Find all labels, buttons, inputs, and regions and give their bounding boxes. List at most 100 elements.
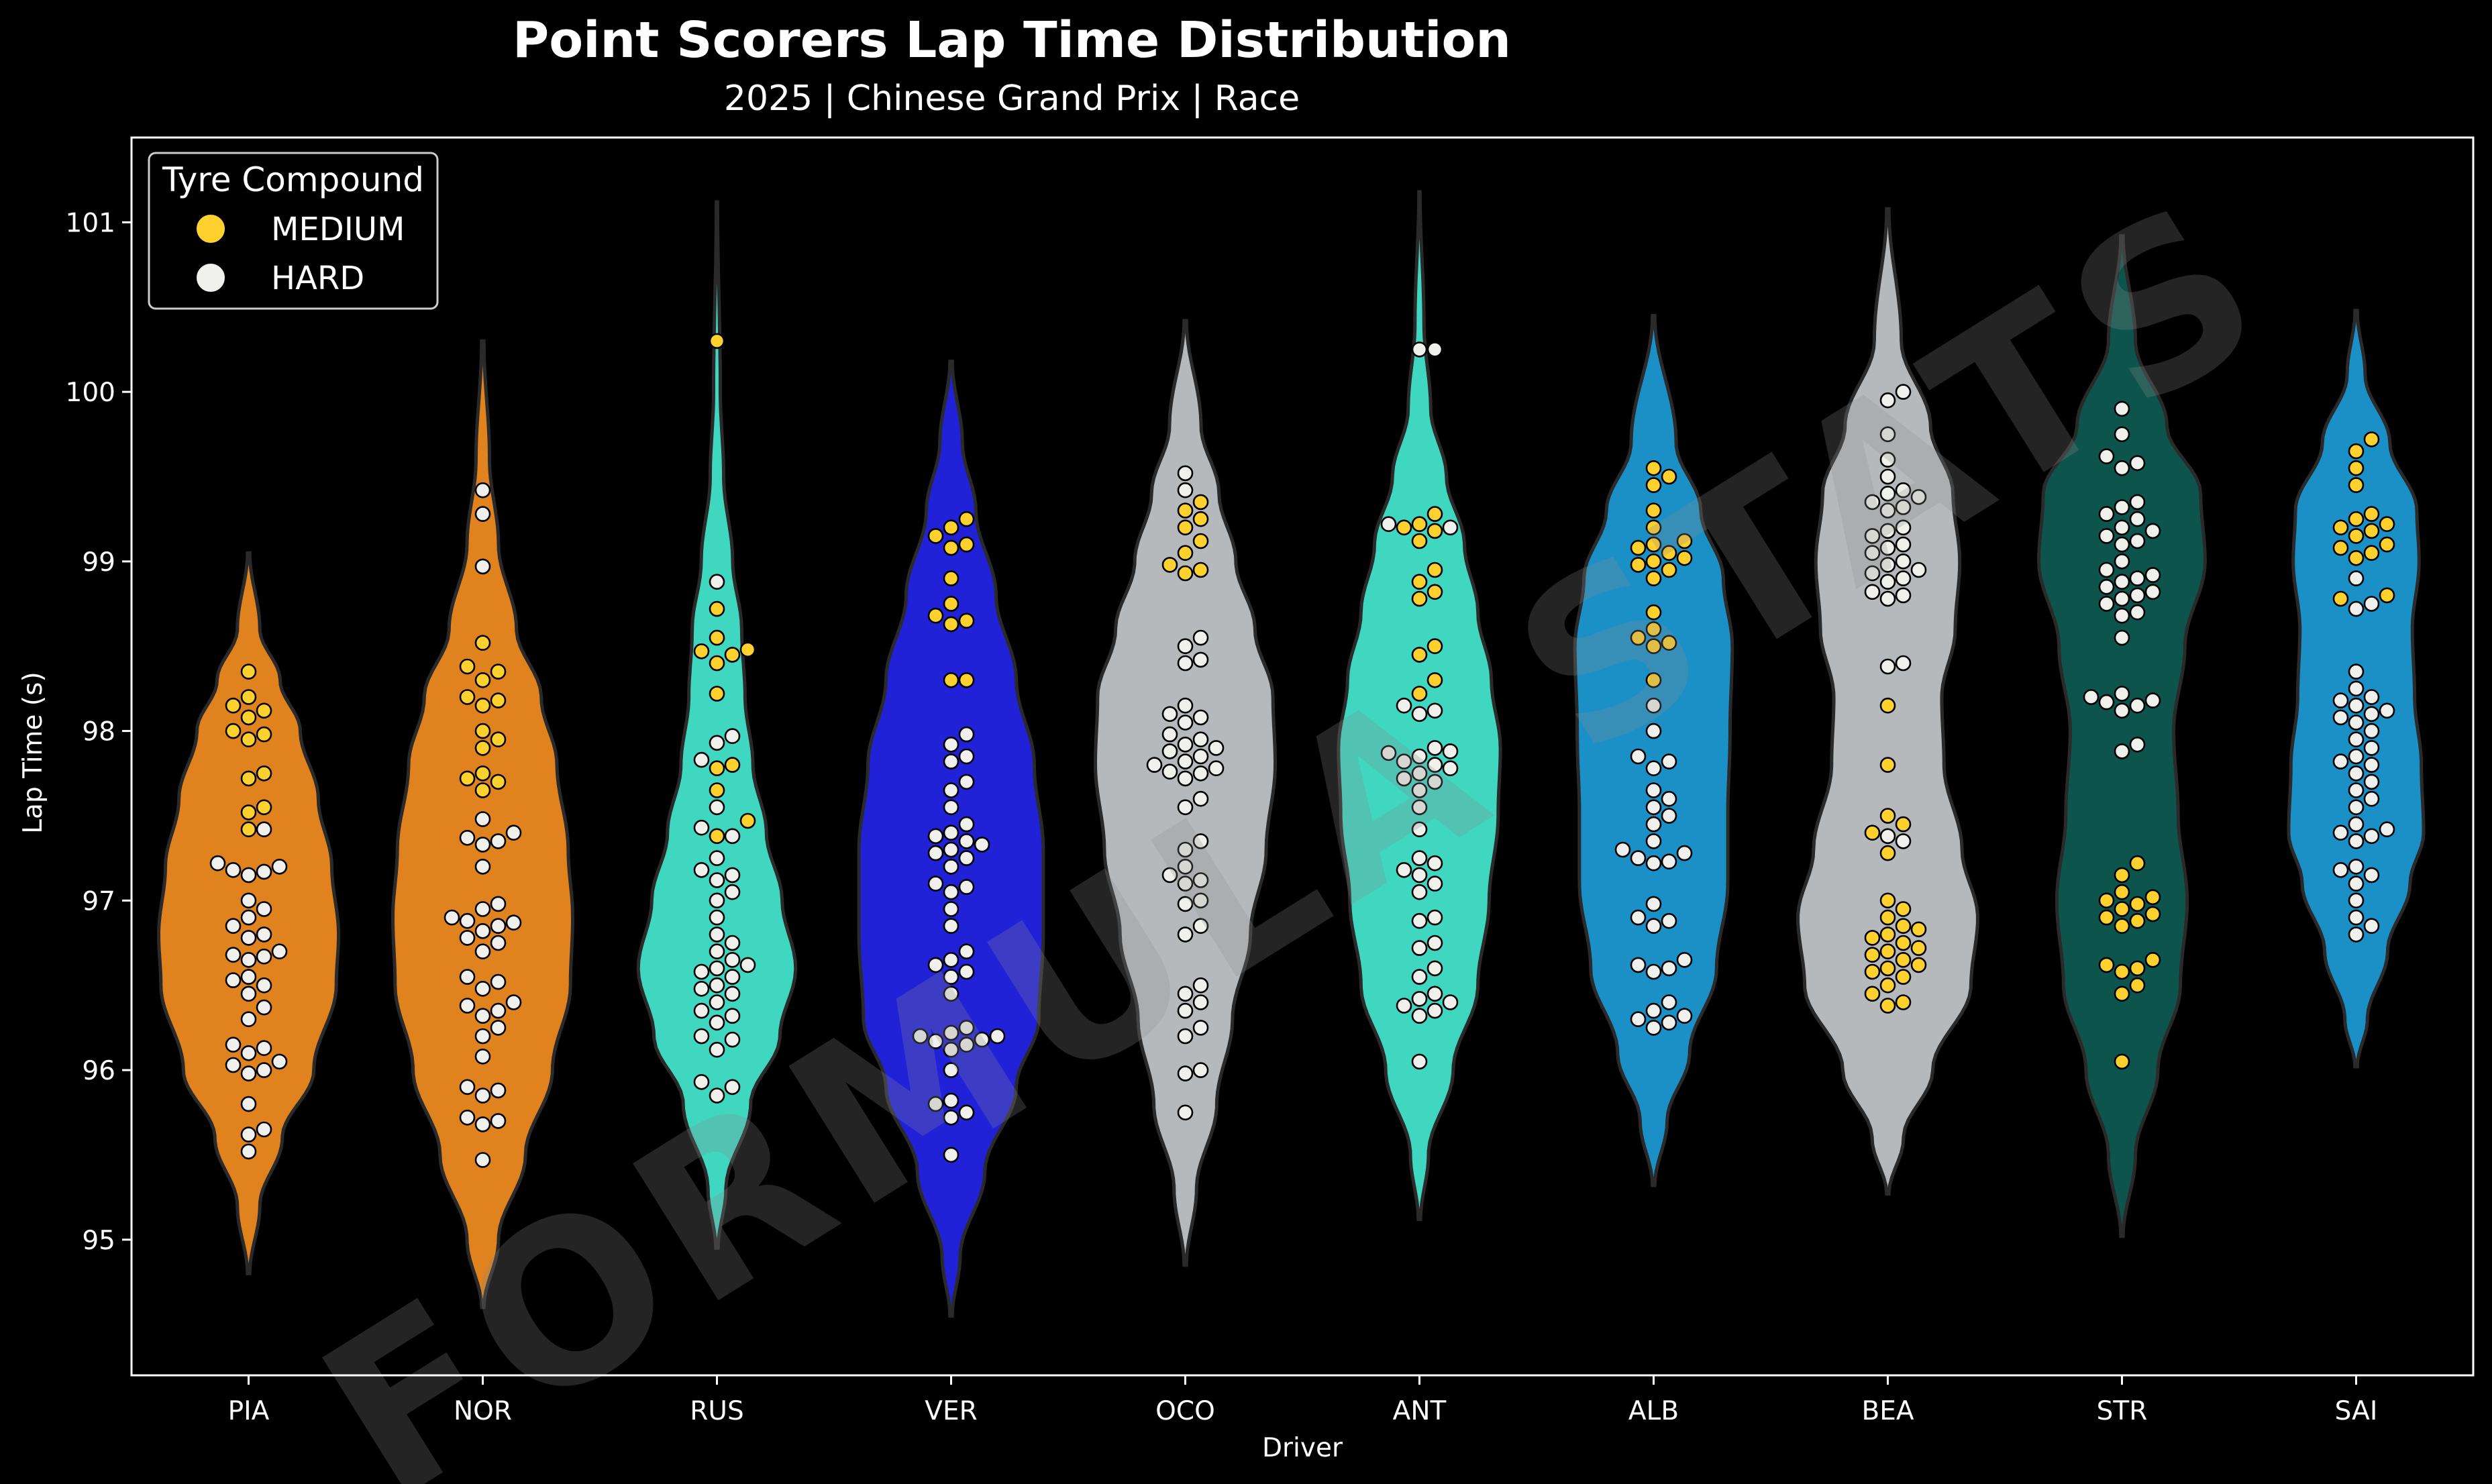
lap-point-hard: [1879, 557, 1896, 573]
legend-medium-label: MEDIUM: [271, 211, 405, 248]
lap-point-medium: [1645, 519, 1662, 536]
lap-point-hard: [1177, 896, 1194, 912]
lap-point-medium: [256, 702, 272, 719]
lap-point-hard: [240, 867, 257, 884]
lap-point-medium: [709, 655, 725, 672]
lap-point-hard: [943, 753, 959, 770]
lap-point-hard: [927, 876, 944, 892]
lap-point-medium: [2363, 506, 2380, 522]
lap-point-hard: [2332, 709, 2349, 726]
lap-point-medium: [709, 600, 725, 617]
lap-point-medium: [709, 686, 725, 702]
lap-point-medium: [1895, 935, 1912, 951]
lap-point-hard: [2114, 553, 2130, 570]
lap-point-hard: [2129, 587, 2146, 604]
lap-point-hard: [2348, 926, 2365, 943]
lap-point-hard: [2348, 909, 2365, 926]
lap-point-hard: [2114, 519, 2130, 536]
violin-body: [1337, 190, 1502, 1221]
lap-point-hard: [1192, 748, 1209, 765]
lap-point-hard: [2348, 600, 2365, 617]
lap-point-medium: [724, 757, 741, 773]
lap-point-hard: [709, 735, 725, 751]
lap-point-medium: [1645, 553, 1662, 570]
lap-point-medium: [2129, 896, 2146, 912]
lap-point-medium: [474, 740, 491, 756]
lap-point-hard: [974, 837, 990, 853]
lap-point-medium: [1864, 930, 1881, 946]
violin-group: [1796, 207, 1979, 1196]
lap-point-hard: [2098, 562, 2115, 578]
lap-point-hard: [927, 1096, 944, 1112]
lap-point-medium: [1879, 960, 1896, 977]
lap-point-medium: [1645, 502, 1662, 519]
lap-point-hard: [240, 1096, 257, 1112]
lap-point-hard: [225, 1057, 242, 1073]
y-tick-label: 98: [82, 717, 115, 747]
lap-point-hard: [474, 981, 491, 997]
lap-point-hard: [1177, 1065, 1194, 1081]
lap-point-hard: [459, 912, 476, 929]
lap-point-hard: [1879, 426, 1896, 443]
lap-point-hard: [2114, 401, 2130, 417]
lap-point-medium: [943, 519, 959, 536]
lap-point-hard: [1864, 584, 1881, 600]
lap-point-medium: [459, 689, 476, 705]
lap-point-hard: [1879, 468, 1896, 485]
lap-point-hard: [943, 901, 959, 917]
violin-group: [391, 339, 575, 1310]
lap-point-hard: [1177, 482, 1194, 498]
lap-point-medium: [2114, 986, 2130, 1002]
lap-point-hard: [943, 859, 959, 875]
lap-point-hard: [958, 726, 975, 743]
lap-point-hard: [1380, 745, 1397, 761]
lap-point-hard: [474, 811, 491, 827]
lap-point-hard: [1411, 867, 1428, 884]
lap-point-hard: [693, 1028, 710, 1045]
lap-point-medium: [1426, 672, 1443, 688]
lap-point-hard: [2129, 511, 2146, 527]
lap-point-hard: [927, 845, 944, 861]
lap-point-medium: [256, 726, 272, 743]
lap-point-hard: [1411, 821, 1428, 837]
lap-point-hard: [989, 1028, 1006, 1045]
lap-point-hard: [2363, 867, 2380, 884]
lap-point-medium: [2129, 977, 2146, 994]
lap-point-hard: [2114, 607, 2130, 624]
lap-point-medium: [1879, 892, 1896, 909]
lap-point-hard: [1661, 912, 1677, 929]
lap-point-medium: [1895, 969, 1912, 985]
lap-point-hard: [1411, 1053, 1428, 1070]
lap-point-hard: [724, 1008, 741, 1024]
lap-point-medium: [709, 629, 725, 646]
lap-point-hard: [2129, 455, 2146, 472]
lap-point-hard: [256, 948, 272, 965]
lap-point-hard: [943, 1147, 959, 1163]
lap-point-medium: [490, 692, 507, 708]
lap-point-hard: [1661, 808, 1677, 824]
lap-point-hard: [505, 825, 522, 841]
violin-group: [1337, 190, 1502, 1221]
lap-point-hard: [1192, 918, 1209, 934]
lap-point-hard: [724, 969, 741, 985]
lap-point-medium: [1864, 825, 1881, 841]
lap-point-hard: [1426, 1002, 1443, 1019]
lap-point-hard: [444, 909, 460, 926]
lap-point-hard: [709, 799, 725, 816]
lap-point-medium: [1879, 697, 1896, 714]
lap-point-medium: [1864, 986, 1881, 1002]
lap-point-hard: [709, 574, 725, 590]
lap-point-hard: [256, 901, 272, 917]
lap-point-hard: [2144, 692, 2161, 708]
lap-point-hard: [2348, 748, 2365, 765]
lap-point-medium: [1879, 909, 1896, 926]
lap-point-medium: [1396, 519, 1412, 536]
lap-point-hard: [1411, 765, 1428, 782]
lap-point-medium: [958, 536, 975, 553]
lap-point-medium: [2363, 545, 2380, 562]
lap-point-medium: [739, 812, 756, 829]
lap-point-medium: [1630, 539, 1647, 556]
lap-point-medium: [1630, 629, 1647, 646]
lap-point-medium: [2379, 516, 2395, 533]
lap-point-hard: [1192, 977, 1209, 994]
